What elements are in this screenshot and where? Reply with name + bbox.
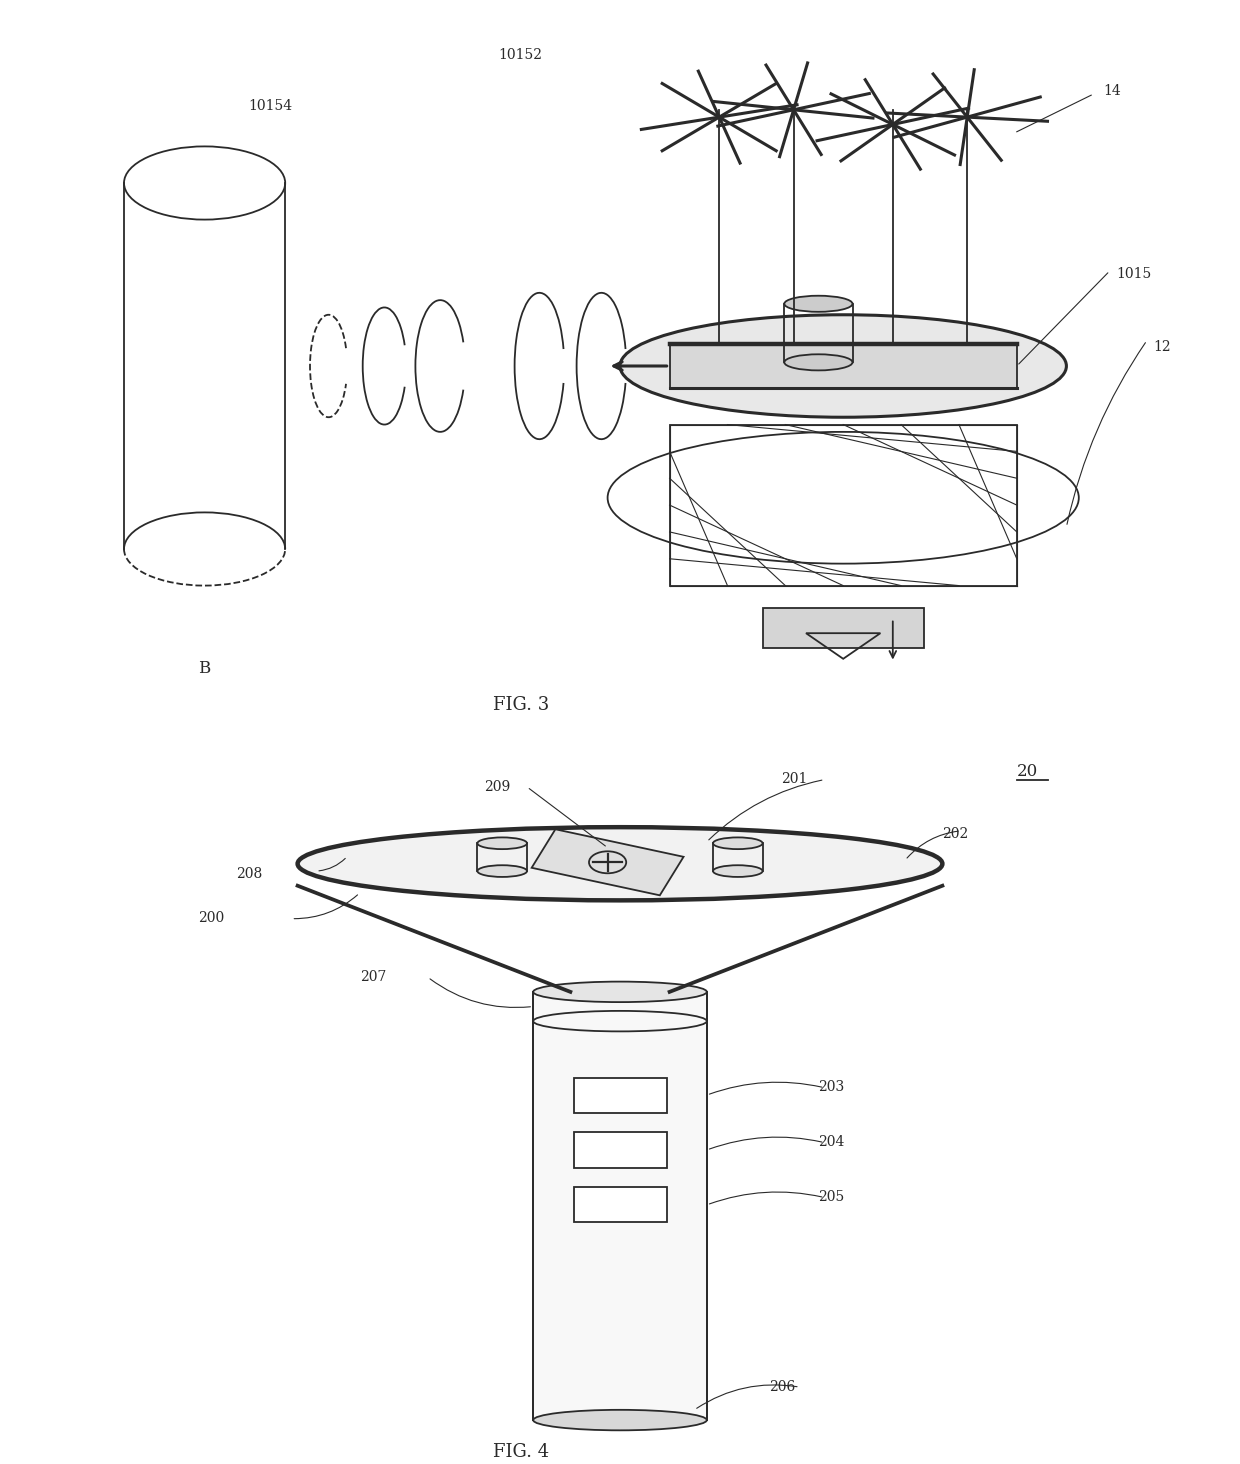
- Ellipse shape: [785, 354, 853, 370]
- Ellipse shape: [533, 1410, 707, 1430]
- Ellipse shape: [713, 837, 763, 849]
- Ellipse shape: [620, 315, 1066, 417]
- Bar: [532, 829, 683, 896]
- Bar: [573, 1133, 667, 1168]
- Bar: [573, 1187, 667, 1222]
- Text: 205: 205: [818, 1190, 844, 1205]
- Ellipse shape: [785, 296, 853, 312]
- Ellipse shape: [298, 827, 942, 900]
- Text: 10152: 10152: [498, 47, 543, 61]
- Text: 12: 12: [1153, 340, 1171, 354]
- Bar: [533, 993, 707, 1420]
- Ellipse shape: [477, 837, 527, 849]
- Bar: [670, 344, 1017, 388]
- Text: 14: 14: [1104, 83, 1121, 98]
- Text: 206: 206: [769, 1379, 795, 1394]
- Bar: [573, 1078, 667, 1113]
- Text: 209: 209: [484, 779, 510, 793]
- Text: 200: 200: [198, 911, 224, 925]
- Text: 1015: 1015: [1116, 266, 1151, 281]
- Text: B: B: [198, 660, 211, 678]
- Text: 203: 203: [818, 1080, 844, 1095]
- Text: 10154: 10154: [248, 98, 293, 113]
- Ellipse shape: [713, 865, 763, 877]
- Text: 208: 208: [236, 867, 262, 881]
- Text: 20: 20: [1017, 763, 1038, 780]
- Text: 202: 202: [942, 827, 968, 842]
- Bar: [763, 608, 924, 647]
- Text: FIG. 3: FIG. 3: [492, 695, 549, 714]
- Text: 204: 204: [818, 1135, 844, 1149]
- Ellipse shape: [477, 865, 527, 877]
- Ellipse shape: [533, 982, 707, 1001]
- Bar: [670, 425, 1017, 586]
- Text: 201: 201: [781, 772, 807, 786]
- Text: 207: 207: [360, 969, 386, 984]
- Text: FIG. 4: FIG. 4: [492, 1442, 549, 1461]
